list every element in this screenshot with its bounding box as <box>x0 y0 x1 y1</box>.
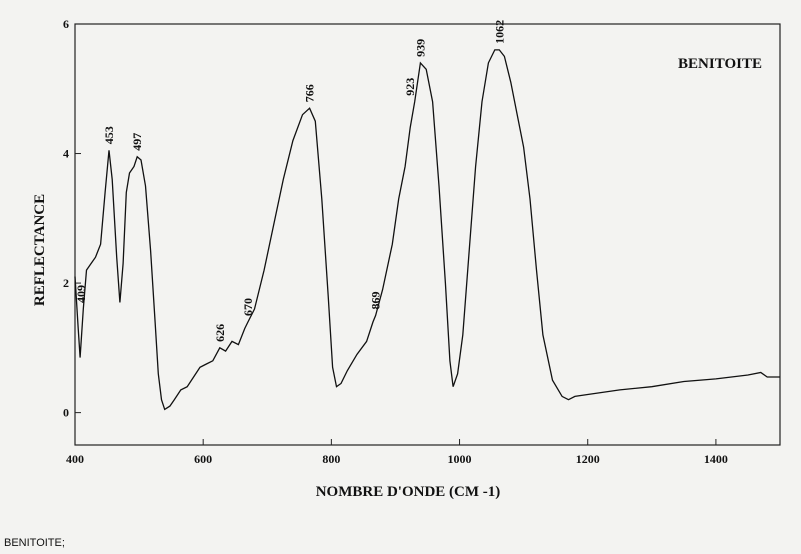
x-tick-label: 800 <box>322 452 340 466</box>
spectrum-line <box>74 49 780 411</box>
x-tick-label: 600 <box>194 452 212 466</box>
peak-label: 1062 <box>492 20 506 44</box>
y-tick-label: 4 <box>63 147 69 161</box>
y-axis-label: REFLECTANCE <box>32 194 48 306</box>
x-tick-label: 1000 <box>448 452 472 466</box>
x-axis-label: NOMBRE D'ONDE (CM -1) <box>316 484 501 500</box>
plot-frame <box>74 23 781 446</box>
peak-label: 939 <box>413 39 427 57</box>
peak-label: 766 <box>303 84 317 102</box>
x-tick-label: 1200 <box>576 452 600 466</box>
peak-label: 453 <box>102 126 116 144</box>
x-tick-label: 1400 <box>704 452 728 466</box>
chart-title: BENITOITE <box>678 56 762 72</box>
y-tick-label: 2 <box>63 276 69 290</box>
peak-label: 923 <box>403 78 417 96</box>
y-tick-label: 0 <box>63 406 69 420</box>
peak-label: 670 <box>241 298 255 316</box>
peak-label: 409 <box>74 285 88 303</box>
caption: BENITOITE; <box>4 537 65 549</box>
y-tick-label: 6 <box>63 17 69 31</box>
peak-label: 869 <box>369 291 383 309</box>
peak-label: 497 <box>130 133 144 151</box>
peak-label: 626 <box>213 324 227 342</box>
x-tick-label: 400 <box>66 452 84 466</box>
